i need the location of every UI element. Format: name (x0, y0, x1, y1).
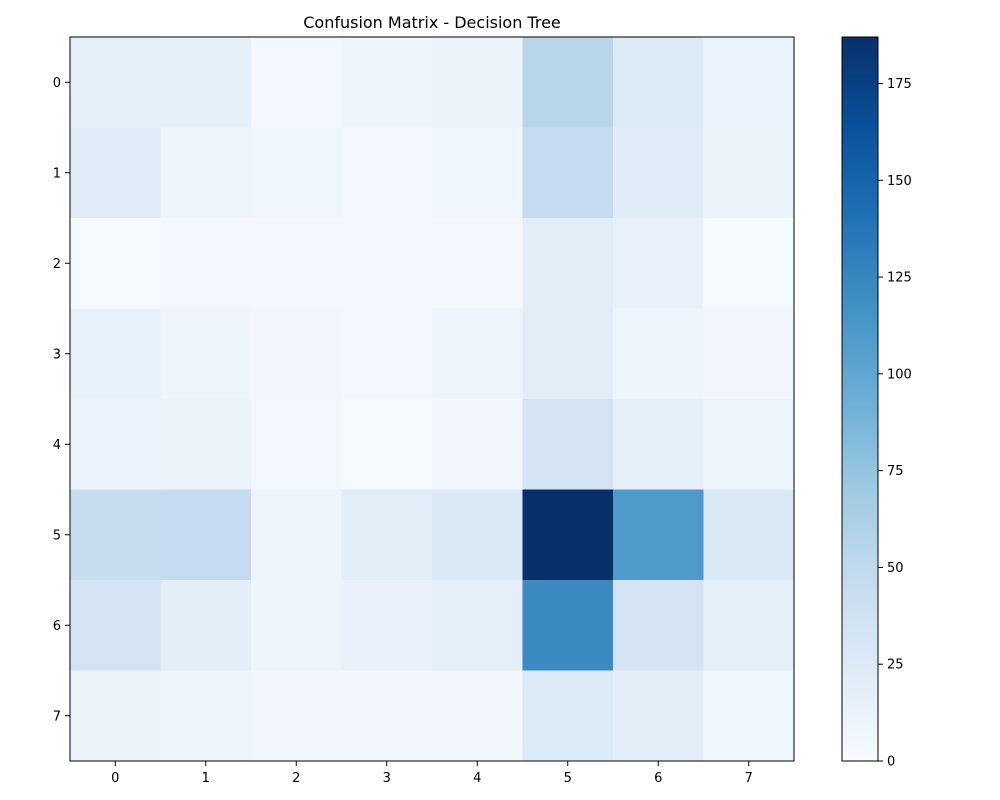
cell-r7-c5 (522, 670, 614, 762)
cell-r2-c4 (432, 218, 523, 309)
x-tick-label: 0 (111, 771, 119, 786)
y-tick-label: 7 (53, 709, 61, 724)
x-tick-label: 5 (564, 771, 572, 786)
cell-r2-c1 (160, 218, 252, 309)
cell-r0-c5 (522, 37, 614, 128)
cell-r2-c6 (613, 218, 704, 309)
cell-r0-c6 (613, 37, 704, 128)
cell-r6-c4 (432, 580, 523, 671)
x-tick-label: 6 (654, 771, 662, 786)
y-tick-label: 4 (53, 438, 61, 453)
x-tick-label: 3 (383, 771, 391, 786)
colorbar-tick-label: 125 (887, 271, 912, 286)
cell-r7-c4 (432, 670, 523, 762)
cell-r3-c7 (703, 308, 795, 400)
cell-r4-c6 (613, 399, 704, 490)
cell-r2-c5 (522, 218, 614, 309)
y-tick-label: 3 (53, 347, 61, 362)
cell-r4-c5 (522, 399, 614, 490)
y-tick-label: 5 (53, 528, 61, 543)
x-tick-label: 2 (292, 771, 300, 786)
cell-r4-c2 (251, 399, 342, 490)
cell-r0-c3 (341, 37, 433, 128)
cell-r6-c2 (251, 580, 342, 671)
y-tick-label: 1 (53, 166, 61, 181)
colorbar-tick-label: 25 (887, 658, 904, 673)
cell-r6-c1 (160, 580, 252, 671)
cell-r6-c7 (703, 580, 795, 671)
cell-r1-c6 (613, 127, 704, 219)
cell-r5-c7 (703, 489, 795, 581)
colorbar-tick-label: 100 (887, 367, 912, 382)
cell-r0-c2 (251, 37, 342, 128)
y-tick-label: 2 (53, 257, 61, 272)
cell-r3-c4 (432, 308, 523, 400)
cell-r4-c1 (160, 399, 252, 490)
cell-r1-c4 (432, 127, 523, 219)
x-tick-label: 4 (473, 771, 481, 786)
plot-frame (69, 36, 795, 762)
cell-r5-c5 (522, 489, 614, 581)
cell-r0-c4 (432, 37, 523, 128)
cell-r1-c5 (522, 127, 614, 219)
x-tick-label: 1 (202, 771, 210, 786)
cell-r3-c6 (613, 308, 704, 400)
cell-r4-c7 (703, 399, 795, 490)
colorbar-frame (841, 36, 879, 762)
heatmap-axes: 0 1 2 3 4 5 6 7 0 1 2 3 4 5 6 7 (53, 36, 795, 786)
x-tick-label: 7 (745, 771, 753, 786)
cell-r5-c2 (251, 489, 342, 581)
cell-r7-c1 (160, 670, 252, 762)
colorbar-tick-label: 175 (887, 77, 912, 92)
colorbar-tick-label: 50 (887, 561, 904, 576)
cell-r0-c1 (160, 37, 252, 128)
cell-r6-c5 (522, 580, 614, 671)
y-tick-label: 0 (53, 76, 61, 91)
cell-r5-c3 (341, 489, 433, 581)
cell-r3-c0 (70, 308, 161, 400)
cell-r0-c7 (703, 37, 795, 128)
cell-r6-c0 (70, 580, 161, 671)
colorbar: 0 25 50 75 100 125 150 175 (841, 36, 912, 770)
cell-r6-c3 (341, 580, 433, 671)
cell-r2-c0 (70, 218, 161, 309)
cell-r2-c2 (251, 218, 342, 309)
cell-r1-c1 (160, 127, 252, 219)
cell-r3-c2 (251, 308, 342, 400)
cell-r7-c6 (613, 670, 704, 762)
cell-r1-c3 (341, 127, 433, 219)
cell-r5-c0 (70, 489, 161, 581)
cell-r1-c7 (703, 127, 795, 219)
cell-r0-c0 (70, 37, 161, 128)
cell-r4-c0 (70, 399, 161, 490)
cell-r3-c1 (160, 308, 252, 400)
colorbar-tick-label: 150 (887, 174, 912, 189)
heatmap-cells (70, 37, 795, 762)
cell-r7-c3 (341, 670, 433, 762)
cell-r7-c7 (703, 670, 795, 762)
cell-r3-c5 (522, 308, 614, 400)
cell-r6-c6 (613, 580, 704, 671)
colorbar-tick-label: 0 (887, 755, 895, 770)
chart-title: Confusion Matrix - Decision Tree (303, 13, 561, 32)
colorbar-gradient (842, 37, 878, 761)
cell-r7-c2 (251, 670, 342, 762)
cell-r5-c4 (432, 489, 523, 581)
cell-r5-c6 (613, 489, 704, 581)
cell-r4-c3 (341, 399, 433, 490)
cell-r5-c1 (160, 489, 252, 581)
cell-r1-c2 (251, 127, 342, 219)
cell-r7-c0 (70, 670, 161, 762)
cell-r2-c3 (341, 218, 433, 309)
cell-r1-c0 (70, 127, 161, 219)
cell-r2-c7 (703, 218, 795, 309)
colorbar-tick-label: 75 (887, 464, 904, 479)
cell-r4-c4 (432, 399, 523, 490)
y-tick-label: 6 (53, 619, 61, 634)
cell-r3-c3 (341, 308, 433, 400)
